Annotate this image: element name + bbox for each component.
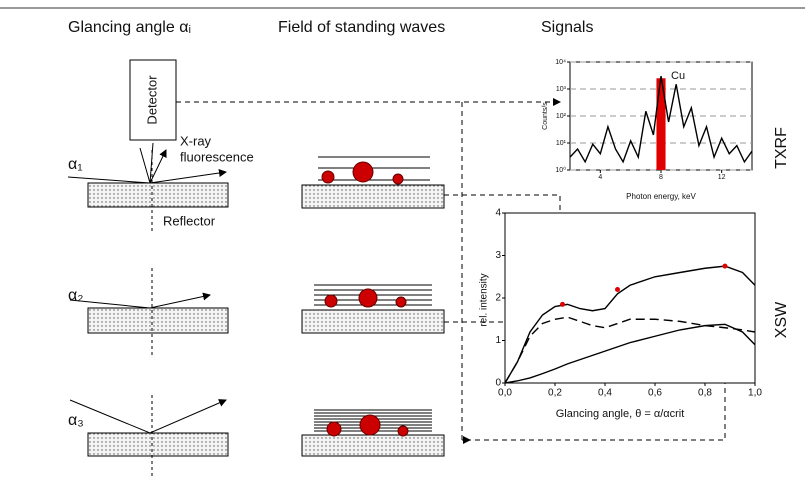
- beam: [69, 292, 211, 309]
- reflector: [301, 184, 445, 209]
- y-axis-label: rel. intensity: [479, 273, 490, 326]
- fluorescence-arrows: [139, 143, 166, 184]
- series-line: [504, 265, 756, 384]
- series-line: [569, 76, 753, 164]
- y-tick-label: 4: [495, 208, 501, 219]
- reflector: [87, 432, 229, 457]
- left-column: [67, 59, 229, 476]
- y-tick-label: 10⁰: [555, 166, 566, 174]
- x-tick-label: 0,8: [698, 388, 712, 399]
- reflector: [301, 309, 445, 334]
- header: Field of standing waves: [278, 19, 445, 36]
- detector-label: Detector: [144, 75, 159, 125]
- y-tick-label: 10⁴: [555, 59, 566, 66]
- peak-label: Cu: [671, 70, 685, 82]
- x-tick-label: 0,0: [498, 388, 512, 399]
- x-tick-label: 1,0: [748, 388, 762, 399]
- peak: [656, 78, 666, 170]
- reflector: [87, 307, 229, 334]
- wave-lines: [318, 156, 430, 181]
- detector-box: [129, 59, 177, 141]
- y-tick-label: 1: [495, 335, 501, 346]
- plot-frame: [504, 212, 756, 384]
- x-tick-label: 0,2: [548, 388, 562, 399]
- y-axis-label: Counts/s: [542, 102, 549, 130]
- y-tick-label: 0: [495, 378, 501, 389]
- fluorescence-label: fluorescence: [180, 149, 254, 164]
- header: Signals: [541, 19, 593, 36]
- y-tick-label: 2: [495, 293, 501, 304]
- reflector: [87, 182, 229, 208]
- chart-label: TXRF: [773, 127, 790, 169]
- series-line: [504, 316, 756, 384]
- angle-label: α₂: [68, 287, 83, 304]
- marker: [615, 287, 620, 292]
- y-tick-label: 10¹: [556, 140, 567, 147]
- y-tick-label: 10³: [556, 86, 567, 93]
- x-tick-label: 8: [659, 174, 663, 181]
- y-tick-label: 10²: [556, 113, 567, 120]
- x-tick-label: 12: [718, 174, 726, 181]
- marker: [560, 301, 565, 307]
- x-tick-label: 4: [598, 174, 602, 181]
- reflector: [301, 434, 445, 457]
- series-line: [504, 323, 756, 384]
- angle-label: α₃: [68, 412, 84, 429]
- x-tick-label: 0,6: [648, 388, 662, 399]
- atoms: [321, 161, 409, 437]
- x-axis-label: Photon energy, keV: [626, 192, 696, 201]
- x-axis-label: Glancing angle, θ = α/αcrit: [556, 408, 685, 420]
- angle-label: α₁: [68, 156, 83, 173]
- y-tick-label: 3: [495, 250, 501, 261]
- header: Glancing angle αᵢ: [68, 19, 191, 36]
- standing-waves: [301, 156, 445, 457]
- x-tick-label: 0,4: [598, 388, 612, 399]
- reflector-label: Reflector: [163, 213, 216, 228]
- chart-label: XSW: [773, 301, 790, 338]
- beam: [69, 399, 227, 434]
- marker: [722, 263, 728, 269]
- fluorescence-label: X-ray: [180, 133, 212, 148]
